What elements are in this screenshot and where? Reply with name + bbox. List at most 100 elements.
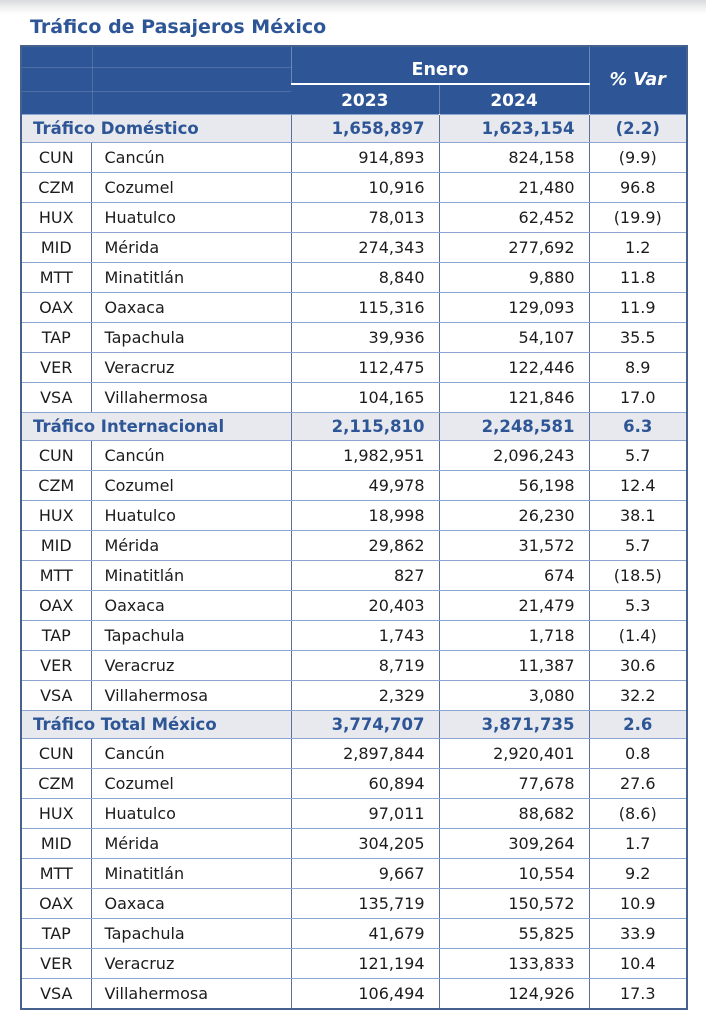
header-month-group: Enero: [290, 46, 589, 85]
value-2023-cell: 97,011: [290, 797, 439, 829]
value-2024-cell: 26,230: [438, 499, 589, 531]
value-2024-cell: 88,682: [438, 797, 589, 829]
var-percent-cell: 17.0: [588, 381, 687, 413]
airport-code-cell: OAX: [21, 291, 91, 323]
table-row: OAX Oaxaca 20,403 21,479 5.3: [21, 589, 687, 621]
section-total-row: Tráfico Doméstico 1,658,897 1,623,154 (2.2): [21, 113, 687, 143]
airport-code-cell: MTT: [21, 261, 91, 293]
section-total-2024: 1,623,154: [438, 113, 589, 143]
var-percent-cell: 35.5: [588, 321, 687, 353]
value-2024-cell: 674: [438, 559, 589, 591]
airport-code-cell: VER: [21, 649, 91, 681]
var-percent-cell: 11.8: [588, 261, 687, 293]
header-year-2023: 2023: [291, 84, 439, 114]
airport-code-cell: TAP: [21, 619, 91, 651]
section-label: Tráfico Internacional: [21, 411, 291, 441]
value-2023-cell: 1,982,951: [290, 439, 439, 471]
airport-name-cell: Oaxaca: [90, 291, 291, 323]
var-percent-cell: 12.4: [588, 469, 687, 501]
value-2024-cell: 54,107: [438, 321, 589, 353]
value-2024-cell: 2,096,243: [438, 439, 589, 471]
value-2024-cell: 21,479: [438, 589, 589, 621]
airport-name-cell: Cozumel: [90, 767, 291, 799]
airport-code-cell: VSA: [21, 977, 91, 1009]
table-row: VSA Villahermosa 104,165 121,846 17.0: [21, 381, 687, 413]
value-2024-cell: 122,446: [438, 351, 589, 383]
table-row: OAX Oaxaca 115,316 129,093 11.9: [21, 291, 687, 323]
value-2024-cell: 10,554: [438, 857, 589, 889]
var-percent-cell: (1.4): [588, 619, 687, 651]
var-percent-cell: 17.3: [588, 977, 687, 1009]
airport-code-cell: CZM: [21, 469, 91, 501]
value-2024-cell: 1,718: [438, 619, 589, 651]
table-row: CZM Cozumel 60,894 77,678 27.6: [21, 767, 687, 799]
table-row: CZM Cozumel 49,978 56,198 12.4: [21, 469, 687, 501]
value-2023-cell: 41,679: [290, 917, 439, 949]
table-row: VER Veracruz 112,475 122,446 8.9: [21, 351, 687, 383]
var-percent-cell: 1.2: [588, 231, 687, 263]
airport-name-cell: Oaxaca: [90, 887, 291, 919]
airport-name-cell: Villahermosa: [90, 381, 291, 413]
section-total-2023: 2,115,810: [290, 411, 439, 441]
value-2024-cell: 62,452: [438, 201, 589, 233]
var-percent-cell: 5.3: [588, 589, 687, 621]
value-2024-cell: 55,825: [438, 917, 589, 949]
header-row-years: 2023 2024: [21, 84, 687, 114]
airport-name-cell: Cancún: [90, 439, 291, 471]
table-row: CUN Cancún 2,897,844 2,920,401 0.8: [21, 737, 687, 769]
var-percent-cell: 8.9: [588, 351, 687, 383]
var-percent-cell: 32.2: [588, 679, 687, 711]
airport-code-cell: OAX: [21, 589, 91, 621]
value-2023-cell: 49,978: [290, 469, 439, 501]
airport-name-cell: Minatitlán: [90, 857, 291, 889]
table-row: MTT Minatitlán 827 674 (18.5): [21, 559, 687, 591]
airport-name-cell: Mérida: [90, 529, 291, 561]
value-2024-cell: 3,080: [438, 679, 589, 711]
value-2023-cell: 106,494: [290, 977, 439, 1009]
value-2024-cell: 121,846: [438, 381, 589, 413]
table-row: MID Mérida 304,205 309,264 1.7: [21, 827, 687, 859]
section-total-2024: 3,871,735: [438, 709, 589, 739]
value-2023-cell: 60,894: [290, 767, 439, 799]
airport-name-cell: Mérida: [90, 827, 291, 859]
airport-name-cell: Mérida: [90, 231, 291, 263]
var-percent-cell: 10.9: [588, 887, 687, 919]
value-2023-cell: 39,936: [290, 321, 439, 353]
table-row: TAP Tapachula 1,743 1,718 (1.4): [21, 619, 687, 651]
var-percent-cell: 10.4: [588, 947, 687, 979]
airport-code-cell: TAP: [21, 321, 91, 353]
value-2023-cell: 18,998: [290, 499, 439, 531]
airport-code-cell: HUX: [21, 499, 91, 531]
value-2023-cell: 304,205: [290, 827, 439, 859]
airport-name-cell: Minatitlán: [90, 559, 291, 591]
table-row: VER Veracruz 8,719 11,387 30.6: [21, 649, 687, 681]
table-header: Enero % Var 2023 2024: [21, 46, 687, 114]
table-row: MID Mérida 274,343 277,692 1.2: [21, 231, 687, 263]
value-2024-cell: 31,572: [438, 529, 589, 561]
value-2024-cell: 9,880: [438, 261, 589, 293]
value-2024-cell: 77,678: [438, 767, 589, 799]
value-2024-cell: 21,480: [438, 171, 589, 203]
airport-name-cell: Villahermosa: [90, 977, 291, 1009]
airport-code-cell: VSA: [21, 679, 91, 711]
airport-code-cell: CZM: [21, 171, 91, 203]
airport-name-cell: Cozumel: [90, 469, 291, 501]
section-total-2024: 2,248,581: [438, 411, 589, 441]
table-row: MID Mérida 29,862 31,572 5.7: [21, 529, 687, 561]
section-total-var: 2.6: [588, 709, 687, 739]
airport-code-cell: VER: [21, 947, 91, 979]
airport-code-cell: OAX: [21, 887, 91, 919]
passenger-traffic-table: Enero % Var 2023 2024 Tráfico Doméstico 1…: [20, 45, 688, 1010]
value-2023-cell: 827: [290, 559, 439, 591]
header-var-label: % Var: [609, 70, 666, 91]
airport-name-cell: Cozumel: [90, 171, 291, 203]
value-2024-cell: 129,093: [438, 291, 589, 323]
value-2023-cell: 8,719: [290, 649, 439, 681]
table-row: VSA Villahermosa 2,329 3,080 32.2: [21, 679, 687, 711]
header-blank-cell: [21, 46, 291, 114]
airport-code-cell: MID: [21, 529, 91, 561]
value-2023-cell: 1,743: [290, 619, 439, 651]
section-total-2023: 3,774,707: [290, 709, 439, 739]
airport-code-cell: MTT: [21, 857, 91, 889]
airport-name-cell: Huatulco: [90, 201, 291, 233]
